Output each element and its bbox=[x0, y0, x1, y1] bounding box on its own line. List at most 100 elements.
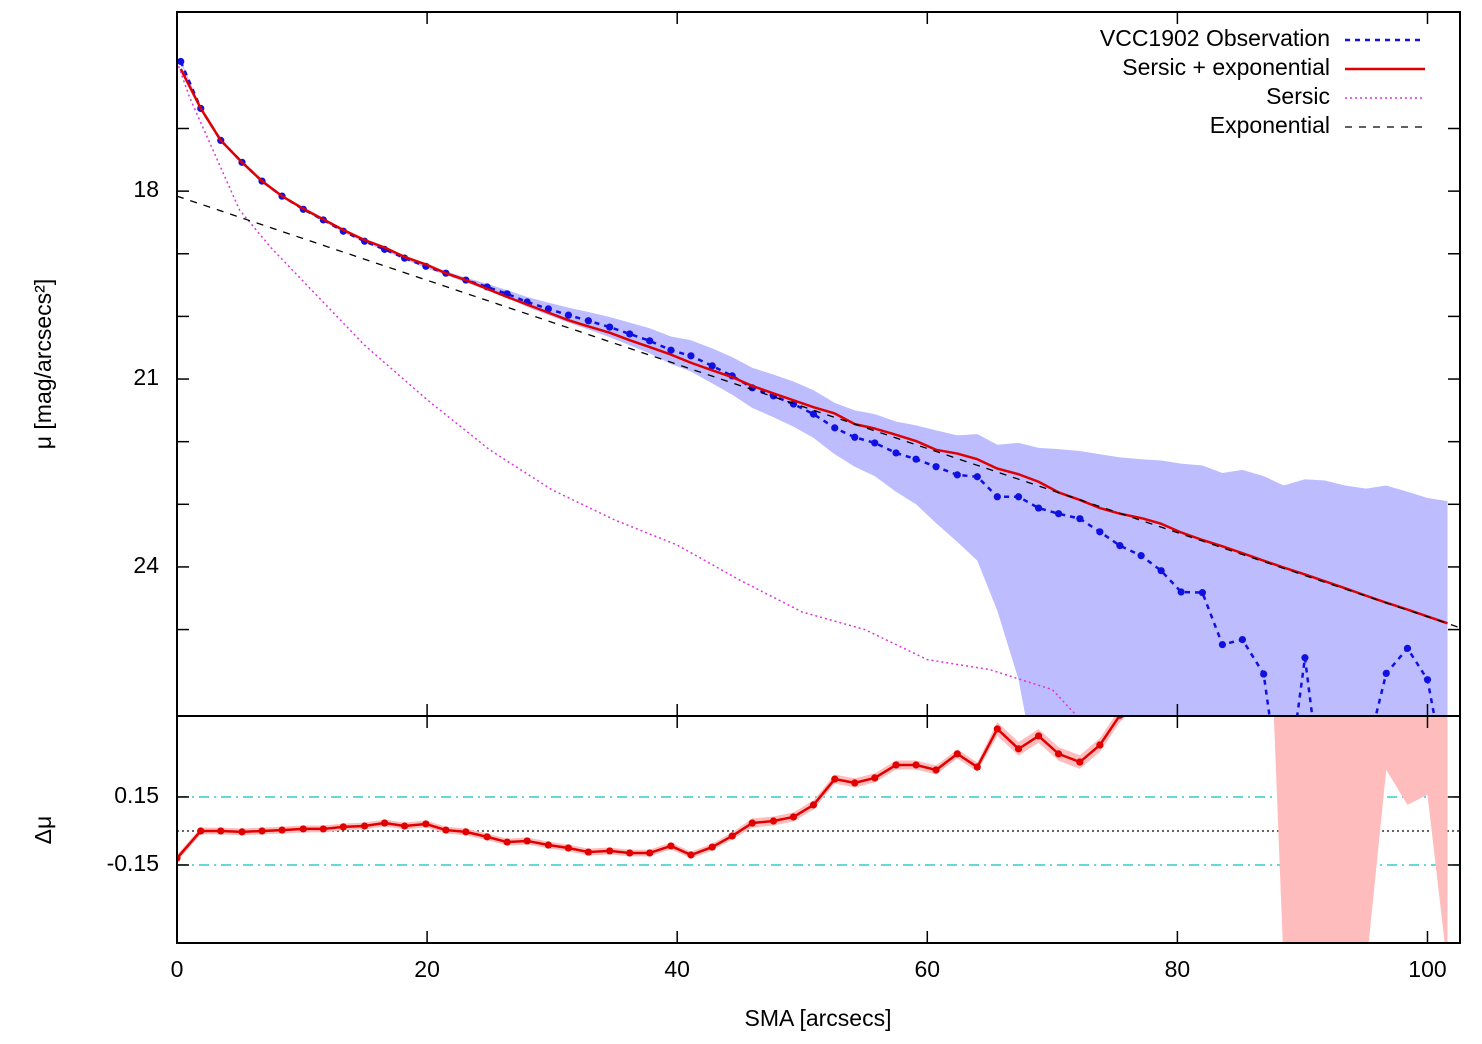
data-point bbox=[871, 774, 879, 782]
data-point bbox=[544, 841, 552, 849]
error-band bbox=[177, 716, 1448, 943]
data-point bbox=[606, 847, 614, 855]
data-point bbox=[831, 424, 839, 432]
data-point bbox=[564, 844, 573, 852]
plot-area bbox=[177, 716, 1460, 943]
data-point bbox=[748, 819, 756, 827]
series-line bbox=[177, 61, 1078, 716]
data-point bbox=[483, 833, 491, 841]
data-point bbox=[584, 848, 593, 856]
x-tick-label: 20 bbox=[414, 956, 440, 982]
data-point bbox=[789, 813, 798, 821]
data-point bbox=[851, 779, 859, 787]
data-point bbox=[319, 825, 327, 833]
data-point bbox=[339, 823, 347, 831]
data-point bbox=[831, 775, 839, 783]
data-point bbox=[258, 827, 266, 835]
data-point bbox=[932, 463, 940, 471]
data-point bbox=[1096, 528, 1104, 536]
data-point bbox=[871, 439, 879, 447]
data-point bbox=[1014, 493, 1023, 501]
data-point bbox=[1054, 510, 1063, 518]
data-point bbox=[564, 311, 573, 319]
x-tick-label: 40 bbox=[664, 956, 690, 982]
data-point bbox=[1034, 504, 1043, 512]
data-point bbox=[973, 473, 981, 481]
data-point bbox=[973, 763, 981, 771]
data-point bbox=[1403, 644, 1412, 652]
x-tick-label: 80 bbox=[1165, 956, 1191, 982]
x-tick-label: 100 bbox=[1408, 956, 1446, 982]
series-line bbox=[179, 68, 1448, 625]
data-point bbox=[1198, 589, 1206, 597]
legend-label: Sersic + exponential bbox=[1122, 54, 1330, 80]
data-point bbox=[626, 849, 634, 857]
y-axis-label: Δμ bbox=[30, 816, 56, 845]
y-tick-label: -0.15 bbox=[107, 850, 159, 876]
plot-frame bbox=[176, 715, 1461, 944]
data-point bbox=[1260, 670, 1268, 678]
data-point bbox=[892, 449, 900, 457]
legend-label: Exponential bbox=[1210, 112, 1330, 138]
data-point bbox=[1177, 588, 1185, 596]
data-point bbox=[1157, 567, 1165, 575]
data-point bbox=[1382, 669, 1390, 678]
data-point bbox=[912, 761, 920, 769]
data-point bbox=[238, 828, 246, 836]
data-point bbox=[523, 837, 531, 845]
data-point bbox=[380, 819, 389, 827]
data-point bbox=[1137, 552, 1145, 560]
data-point bbox=[1054, 750, 1063, 758]
data-point bbox=[646, 849, 654, 857]
data-point bbox=[278, 826, 286, 834]
data-point bbox=[606, 323, 614, 331]
data-point bbox=[708, 362, 716, 370]
data-point bbox=[1076, 515, 1084, 523]
data-point bbox=[993, 725, 1001, 733]
data-point bbox=[809, 801, 818, 809]
data-point bbox=[1096, 741, 1104, 749]
data-point bbox=[626, 330, 634, 338]
data-point bbox=[667, 346, 675, 354]
data-point bbox=[953, 471, 961, 479]
data-point bbox=[422, 820, 430, 828]
plot-area bbox=[177, 57, 1460, 716]
y-axis-label: μ [mag/arcsecs²] bbox=[30, 279, 56, 449]
data-point bbox=[442, 826, 450, 834]
y-tick-label: 24 bbox=[133, 552, 159, 578]
data-point bbox=[1218, 640, 1227, 649]
data-point bbox=[646, 337, 654, 345]
data-point bbox=[197, 827, 205, 835]
data-point bbox=[1116, 542, 1124, 550]
data-point bbox=[769, 817, 778, 825]
data-point bbox=[932, 766, 940, 774]
series-line bbox=[177, 195, 1460, 629]
legend-label: VCC1902 Observation bbox=[1100, 25, 1330, 51]
data-point bbox=[462, 828, 470, 836]
data-point bbox=[1301, 654, 1309, 662]
data-point bbox=[177, 57, 185, 66]
data-point bbox=[1034, 732, 1043, 740]
data-point bbox=[708, 843, 716, 851]
data-point bbox=[1238, 635, 1247, 644]
x-tick-label: 60 bbox=[914, 956, 940, 982]
data-point bbox=[953, 750, 961, 758]
legend-label: Sersic bbox=[1266, 83, 1330, 109]
data-point bbox=[892, 761, 900, 769]
x-tick-label: 0 bbox=[171, 956, 184, 982]
data-point bbox=[728, 832, 736, 840]
y-tick-label: 0.15 bbox=[114, 782, 159, 808]
error-band bbox=[180, 60, 1448, 716]
x-axis-label: SMA [arcsecs] bbox=[745, 1005, 892, 1031]
data-point bbox=[1076, 758, 1084, 766]
data-point bbox=[1423, 676, 1432, 684]
data-point bbox=[217, 827, 225, 835]
data-point bbox=[299, 825, 307, 833]
data-point bbox=[503, 838, 511, 846]
data-point bbox=[912, 455, 920, 463]
data-point bbox=[360, 822, 369, 830]
data-point bbox=[584, 317, 593, 325]
data-point bbox=[1014, 745, 1023, 753]
y-tick-label: 21 bbox=[133, 364, 159, 390]
